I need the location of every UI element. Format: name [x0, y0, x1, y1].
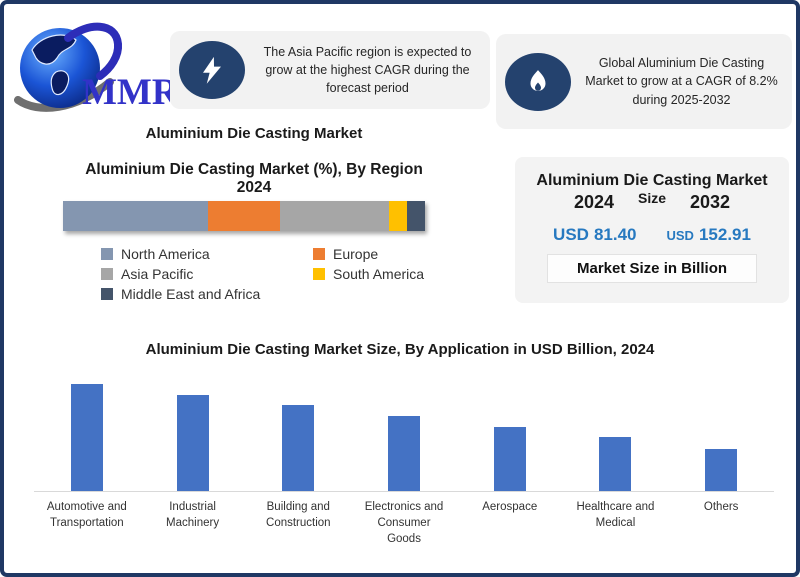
bar-column	[563, 437, 669, 491]
region-segment-middle-east-and-africa	[406, 200, 425, 231]
continent-shape	[31, 34, 77, 65]
region-segment-north-america	[63, 200, 208, 231]
legend-item: Asia Pacific	[101, 266, 313, 282]
callout-cagr-text: Global Aluminium Die Casting Market to g…	[585, 56, 778, 107]
category-label: Building and Construction	[266, 501, 331, 530]
legend-item: North America	[101, 246, 313, 262]
bar-column	[245, 405, 351, 491]
category-label: Electronics and Consumer Goods	[364, 501, 444, 546]
callout-asia-pacific: The Asia Pacific region is expected to g…	[170, 31, 490, 109]
region-stacked-bar	[63, 200, 425, 231]
region-chart-title: Aluminium Die Casting Market (%), By Reg…	[85, 161, 423, 178]
bar-column	[668, 449, 774, 491]
region-segment-europe	[207, 200, 281, 231]
application-bar-6	[599, 437, 632, 491]
legend-item: Europe	[313, 246, 479, 262]
panel-title-size-word: Size	[637, 190, 666, 206]
legend-label: South America	[333, 265, 425, 282]
legend-label: Europe	[333, 245, 379, 262]
application-bar-5	[493, 427, 526, 491]
application-chart: Automotive and Transportation Industrial …	[34, 376, 774, 547]
year-2024: 2024	[573, 192, 614, 212]
application-bar-7	[705, 449, 738, 491]
amount-2024: 81.40	[593, 225, 637, 244]
legend-swatch-icon	[101, 247, 113, 260]
legend-item: South America	[313, 266, 479, 282]
market-size-panel: Aluminium Die Casting Market 2024 Size 2…	[515, 157, 789, 303]
page-title: Aluminium Die Casting Market	[145, 125, 363, 142]
value-2024: USD 81.40	[553, 225, 636, 245]
callout-asia-pacific-text: The Asia Pacific region is expected to g…	[263, 44, 472, 96]
bar-column	[457, 427, 563, 491]
legend-swatch-icon	[313, 267, 325, 280]
amount-2032: 152.91	[698, 225, 751, 244]
region-chart-year: 2024	[236, 179, 272, 197]
legend-swatch-icon	[101, 267, 113, 280]
legend-item: Middle East and Africa	[101, 286, 313, 302]
bar-column	[351, 416, 457, 491]
legend-label: Asia Pacific	[121, 265, 194, 282]
bar-column	[34, 384, 140, 491]
swoosh-blue	[64, 22, 123, 80]
application-bars	[34, 376, 774, 492]
category-label: Others	[703, 501, 739, 513]
category-label: Automotive and Transportation	[46, 501, 127, 530]
category-label: Aerospace	[482, 501, 538, 513]
region-legend: North America Europe Asia Pacific South Ame…	[101, 246, 479, 302]
application-bar-1	[70, 384, 103, 491]
callout-cagr: Global Aluminium Die Casting Market to g…	[496, 34, 792, 129]
legend-swatch-icon	[313, 247, 325, 260]
panel-years-row: 2024 Size 2032	[515, 190, 789, 213]
continent-shape	[50, 70, 70, 96]
application-labels: Automotive and Transportation Industrial …	[34, 499, 774, 547]
bar-column	[140, 395, 246, 491]
legend-label: Middle East and Africa	[121, 285, 261, 302]
region-segment-asia-pacific	[280, 200, 389, 231]
usd-prefix-2024: USD	[553, 225, 589, 244]
application-chart-title: Aluminium Die Casting Market Size, By Ap…	[145, 341, 655, 358]
year-2032: 2032	[690, 192, 731, 212]
lightning-bolt-icon	[179, 41, 245, 99]
application-bar-2	[176, 395, 209, 491]
value-2032: USD 152.91	[667, 225, 751, 245]
legend-label: North America	[121, 245, 210, 262]
panel-values-row: USD 81.40 USD 152.91	[515, 225, 789, 245]
panel-title: Aluminium Die Casting Market	[536, 172, 768, 189]
globe-logo-graphic: MMR	[14, 22, 180, 113]
application-bar-3	[282, 405, 315, 491]
category-label: Healthcare and Medical	[576, 501, 655, 530]
region-chart: Aluminium Die Casting Market (%), By Reg…	[29, 160, 479, 302]
mmr-logo: MMR	[12, 18, 180, 113]
flame-icon	[505, 52, 571, 111]
usd-prefix-2032: USD	[666, 228, 694, 243]
category-label: Industrial Machinery	[166, 501, 220, 530]
legend-swatch-icon	[101, 287, 113, 300]
market-size-unit-label: Market Size in Billion	[547, 254, 757, 283]
application-bar-4	[388, 416, 421, 491]
logo-text: MMR	[82, 72, 170, 112]
region-segment-south-america	[388, 200, 407, 231]
